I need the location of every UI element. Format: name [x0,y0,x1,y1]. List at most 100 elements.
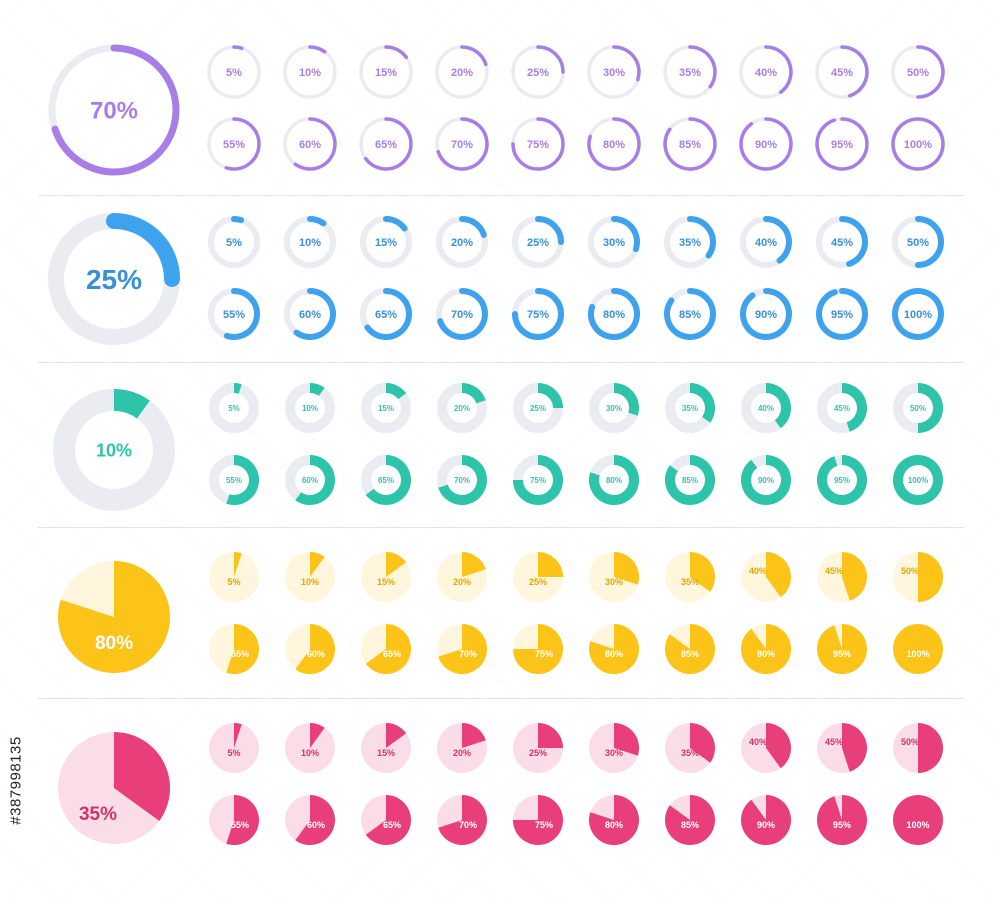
small-gauge-wedge [588,795,639,845]
small-gauge: 40% [739,45,793,99]
small-gauge: 45% [817,723,867,773]
small-gauge-label: 90% [757,649,775,659]
small-gauge: 90% [741,794,792,845]
small-gauge-wedge [766,723,791,769]
small-gauge-arc [763,216,792,264]
small-gauge-arc [741,455,791,505]
small-gauge-wedge [816,795,867,845]
small-gauge-wedge [741,794,792,845]
small-gauge-arc [436,117,489,171]
small-gauge-label: 50% [901,737,919,747]
small-gauge-label: 95% [831,309,853,321]
small-gauge: 60% [285,624,335,674]
small-gauge-label: 65% [383,649,401,659]
small-gauge-label: 45% [834,404,850,413]
small-gauge-label: 90% [758,476,774,485]
small-gauge-label: 70% [451,309,473,321]
section-divider [38,527,964,528]
small-gauge: 50% [893,552,943,602]
small-gauge-arc [740,288,792,340]
small-gauge: 30% [587,45,641,99]
small-gauge: 80% [587,117,641,171]
small-gauge-arc [663,117,717,171]
small-gauge-arc [437,288,488,340]
small-gauge-label: 10% [301,577,319,587]
small-gauge-wedge [438,624,487,674]
large-gauge: 80% [58,561,171,674]
small-gauge-wedge [234,552,242,577]
small-gauge-arc [588,288,640,340]
small-gauge-label: 95% [834,476,850,485]
small-gauge-label: 65% [378,476,394,485]
large-gauge-arc [106,213,180,287]
small-gauge-label: 60% [307,649,325,659]
small-gauge-arc [611,216,640,253]
small-gauge-arc [665,455,715,505]
small-gauge-wedge [386,722,407,748]
large-gauge-wedge [114,732,170,821]
small-gauge: 100% [892,624,943,674]
section-divider [38,698,964,699]
large-gauge-label: 25% [86,264,142,295]
small-gauge-wedge [918,723,943,773]
small-gauge-label: 95% [831,139,853,151]
small-gauge-wedge [234,723,242,748]
small-gauge-label: 85% [681,820,699,830]
small-gauge: 25% [513,552,563,602]
small-gauge: 90% [739,117,793,171]
small-gauge: 20% [437,723,487,773]
small-gauge-arc [511,117,565,171]
small-gauge-label: 85% [682,476,698,485]
small-gauge: 10% [285,723,335,773]
small-gauge-arc [385,383,407,400]
small-gauge-label: 85% [681,649,699,659]
small-gauge-label: 5% [226,67,242,79]
small-gauge-label: 75% [527,309,549,321]
small-gauge-label: 60% [299,309,321,321]
small-gauge-label: 95% [833,820,851,830]
small-gauge: 75% [513,795,563,845]
small-gauge-label: 60% [307,820,325,830]
small-gauge-wedge [226,624,259,675]
large-gauge-label: 70% [90,98,138,125]
small-gauge-label: 35% [679,67,701,79]
small-gauge-label: 90% [757,820,775,830]
small-gauge-wedge [226,795,259,846]
small-gauge: 10% [284,216,336,268]
small-gauge: 65% [360,288,412,340]
small-gauge-wedge [513,795,563,845]
small-gauge: 35% [665,552,715,602]
small-gauge: 100% [892,795,943,845]
small-gauge-wedge [614,723,639,756]
small-gauge-arc [893,455,943,505]
small-gauge: 65% [361,455,411,505]
small-gauge-wedge [690,552,715,592]
small-gauge-arc [915,216,944,268]
small-gauge-label: 65% [375,139,397,151]
small-gauge-label: 40% [755,237,777,249]
small-gauge-label: 50% [910,404,926,413]
small-gauge-wedge [538,723,563,748]
small-gauge-label: 25% [529,577,547,587]
small-gauge-arc [364,288,412,340]
small-gauge: 85% [664,288,716,340]
small-gauge: 70% [435,117,489,171]
small-gauge-label: 75% [527,139,549,151]
small-gauge: 70% [437,624,487,674]
small-gauge-label: 5% [228,404,240,413]
small-gauge-wedge [690,723,715,763]
small-gauge: 80% [588,624,639,674]
small-gauge-arc [613,383,639,416]
small-gauge-label: 100% [906,820,929,830]
small-gauge-arc [817,455,867,505]
small-gauge-label: 60% [299,139,321,151]
small-gauge-label: 85% [679,309,701,321]
small-gauge: 40% [741,723,791,773]
small-gauge: 85% [665,455,715,505]
small-gauge-arc [365,455,411,505]
section-blue-rings: 25% 5% 10% 15% 20% 25% 30% 35% 40% 45% 50% 55% 60% 65… [48,213,944,345]
small-gauge-arc [293,288,336,340]
small-gauge: 25% [511,45,565,99]
small-gauge-label: 10% [299,237,321,249]
small-gauge: 90% [740,288,792,340]
